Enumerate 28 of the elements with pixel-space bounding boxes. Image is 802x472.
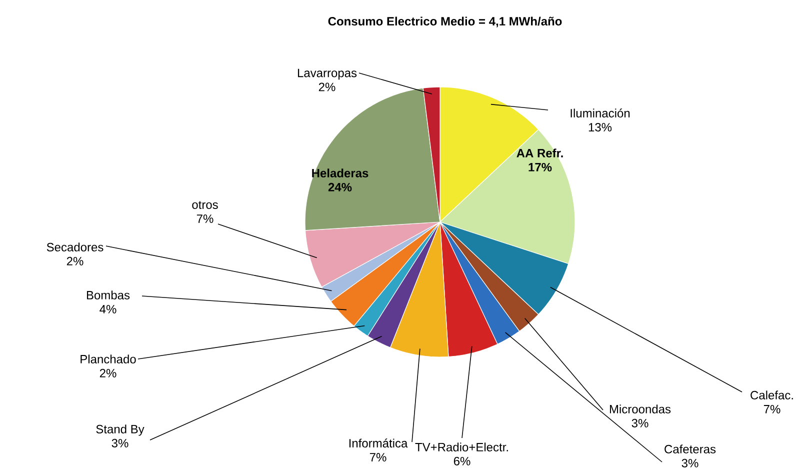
data-label: 13%	[588, 122, 612, 132]
slice-label: Calefac.	[750, 390, 793, 400]
data-label: 4%	[100, 304, 116, 314]
data-label: 24%	[328, 182, 352, 192]
chart-title: Consumo Electrico Medio = 4,1 MWh/año	[328, 16, 562, 28]
data-label: 17%	[528, 162, 552, 172]
data-label: 3%	[112, 438, 128, 448]
slice-label: Iluminación	[570, 108, 630, 118]
data-label: 7%	[764, 404, 780, 414]
data-label: 6%	[454, 456, 470, 466]
slice-label: AA Refr.	[516, 148, 563, 158]
slice-label: Secadores	[46, 242, 104, 252]
slice-label: Informática	[349, 438, 408, 448]
slice-label: Bombas	[86, 290, 130, 300]
slice-label: Stand By	[96, 424, 144, 436]
slice-label: Microondas	[610, 404, 671, 414]
slice-label: otros	[192, 201, 218, 209]
slice-label: TV+Radio+Electr.	[415, 442, 508, 452]
data-label: 2%	[100, 368, 116, 378]
slice-label: Cafeteras	[664, 444, 716, 454]
data-label: 3%	[682, 458, 698, 468]
data-label: 7%	[196, 214, 214, 223]
slice-label: Planchado	[80, 354, 136, 364]
slice-label: Lavarropas	[298, 68, 357, 80]
data-label: 7%	[370, 453, 386, 462]
data-label: 2%	[66, 256, 84, 266]
data-label: 3%	[632, 418, 648, 428]
data-label: 2%	[318, 82, 336, 92]
